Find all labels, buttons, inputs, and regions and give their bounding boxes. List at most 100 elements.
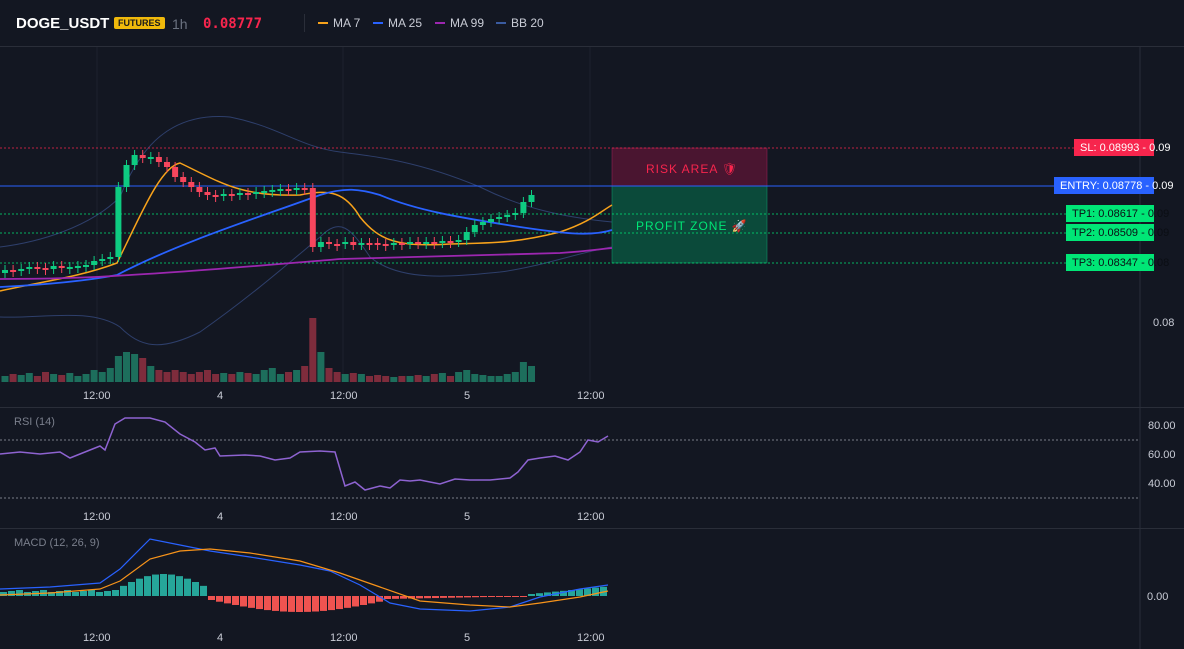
macd-histogram-bar xyxy=(288,596,295,612)
legend-ma25[interactable]: MA 25 xyxy=(373,16,422,30)
macd-histogram-bar xyxy=(488,596,495,597)
candlesticks xyxy=(2,150,535,278)
volume-bar xyxy=(204,370,211,382)
candle-body xyxy=(188,182,195,187)
price-axis-tick: 0.08 xyxy=(1153,317,1174,329)
price-chart[interactable]: RISK AREA 🛡 PROFIT ZONE 🚀 SL: 0.08993 - … xyxy=(0,47,1184,407)
volume-bar xyxy=(74,376,82,382)
candle-body xyxy=(285,189,292,191)
chart-header: DOGE_USDT FUTURES 1h 0.08777 MA 7 MA 25 … xyxy=(0,0,1184,46)
rsi-time-label-3: 12:00 xyxy=(330,511,358,523)
volume-bar xyxy=(430,374,438,382)
time-label-5: 12:00 xyxy=(577,390,605,402)
candle-body xyxy=(382,244,389,246)
macd-histogram-bar xyxy=(496,596,503,597)
volume-bar xyxy=(25,373,33,382)
legend-ma99[interactable]: MA 99 xyxy=(435,16,484,30)
macd-histogram-bar xyxy=(208,596,215,600)
volume-bar xyxy=(309,318,317,382)
candle-body xyxy=(423,242,430,244)
candle-body xyxy=(504,215,511,217)
volume-bar xyxy=(293,370,301,382)
sl-tag-label: SL: 0.08993 - 0.09 xyxy=(1080,142,1171,154)
macd-line xyxy=(0,538,609,612)
candle-body xyxy=(496,217,503,219)
legend-ma7[interactable]: MA 7 xyxy=(318,16,360,30)
volume-bar xyxy=(301,366,309,382)
volume-bar xyxy=(220,373,228,382)
volume-bar xyxy=(187,374,195,382)
header-divider xyxy=(304,14,305,32)
macd-time-label-3: 12:00 xyxy=(330,632,358,644)
macd-histogram-bar xyxy=(576,589,583,596)
macd-histogram-bar xyxy=(448,596,455,598)
candle-body xyxy=(261,191,268,193)
macd-histogram-bar xyxy=(104,591,111,596)
macd-histogram-bar xyxy=(384,596,391,599)
volume-bar xyxy=(9,374,17,382)
candle-body xyxy=(204,192,211,195)
macd-time-label-1: 12:00 xyxy=(83,632,111,644)
ma25-line xyxy=(0,188,613,288)
macd-histogram-bar xyxy=(120,585,127,596)
volume-bar xyxy=(333,372,341,382)
bb20-line-icon xyxy=(496,21,506,24)
rsi-tick-60: 60.00 xyxy=(1148,449,1176,461)
volume-bar xyxy=(463,370,471,382)
legend-bb20-label: BB 20 xyxy=(511,16,544,30)
volume-bar xyxy=(244,373,252,382)
futures-badge: FUTURES xyxy=(114,17,165,29)
rsi-panel[interactable]: RSI (14) 80.00 60.00 40.00 12:00 4 12:00… xyxy=(0,408,1184,528)
volume-bar xyxy=(390,377,398,382)
panel-divider xyxy=(0,407,1184,408)
macd-panel[interactable]: MACD (12, 26, 9) 0.00 12:00 4 12:00 5 12… xyxy=(0,529,1184,649)
candle-body xyxy=(293,188,300,190)
macd-histogram-bar xyxy=(320,596,327,611)
volume-bar xyxy=(422,376,430,382)
moving-averages xyxy=(0,162,613,292)
candle-body xyxy=(115,187,122,257)
legend-bb20[interactable]: BB 20 xyxy=(496,16,544,30)
candle-body xyxy=(18,269,25,271)
tp3-tag-label: TP3: 0.08347 - 0.08 xyxy=(1072,257,1169,269)
volume-bar xyxy=(179,372,187,382)
timeframe-selector[interactable]: 1h xyxy=(172,16,188,32)
volume-bar xyxy=(406,376,414,382)
volume-bar xyxy=(285,372,292,382)
sl-tag[interactable] xyxy=(1074,139,1154,156)
candle-body xyxy=(147,157,154,159)
candle-body xyxy=(131,155,138,165)
candle-body xyxy=(301,188,308,190)
candle-body xyxy=(66,267,73,269)
candle-body xyxy=(74,266,81,268)
candle-body xyxy=(123,165,130,187)
volume-bar xyxy=(519,362,527,382)
macd-histogram-bar xyxy=(88,590,95,596)
symbol-name[interactable]: DOGE_USDT xyxy=(16,15,110,32)
macd-histogram-bar xyxy=(336,596,343,610)
volume-bar xyxy=(495,376,503,382)
tp2-tag-label: TP2: 0.08509 - 0.09 xyxy=(1072,227,1169,239)
tp1-tag[interactable] xyxy=(1066,205,1154,222)
candle-body xyxy=(479,222,486,225)
macd-histogram-bar xyxy=(248,596,255,608)
volume-bar xyxy=(357,374,365,382)
volume-bar xyxy=(317,352,325,382)
tp2-tag[interactable] xyxy=(1066,224,1154,241)
volume-bar xyxy=(487,376,495,382)
macd-histogram-bar xyxy=(504,596,511,597)
macd-histogram-bar xyxy=(224,596,231,604)
candle-body xyxy=(164,162,170,167)
bollinger-bands xyxy=(0,116,613,346)
candle-body xyxy=(488,219,494,222)
entry-tag[interactable] xyxy=(1054,177,1154,194)
candle-body xyxy=(447,241,454,243)
legend-ma99-label: MA 99 xyxy=(450,16,485,30)
volume-bars xyxy=(1,318,535,382)
legend-ma25-label: MA 25 xyxy=(388,16,423,30)
macd-histogram-bar xyxy=(184,578,191,596)
tp3-tag[interactable] xyxy=(1066,254,1154,271)
macd-histogram-bar xyxy=(240,596,247,607)
last-price: 0.08777 xyxy=(203,16,263,32)
macd-histogram-bar xyxy=(136,578,143,596)
